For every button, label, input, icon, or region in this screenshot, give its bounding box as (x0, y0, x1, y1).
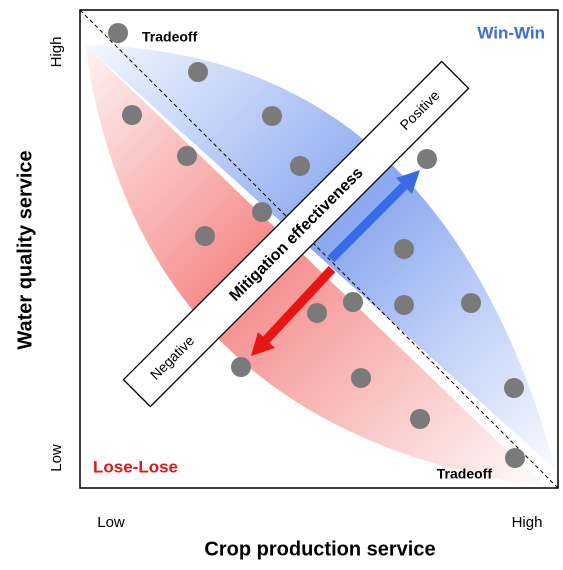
dot (188, 62, 208, 82)
positive-arrowhead (396, 170, 420, 194)
dot (195, 226, 215, 246)
plot-frame (79, 9, 559, 489)
dot (343, 292, 363, 312)
negative-arrow (262, 265, 336, 344)
dot (290, 156, 310, 176)
dot (252, 202, 272, 222)
regions (85, 45, 556, 487)
dot (410, 409, 430, 429)
tradeoff-top-label: Tradeoff (142, 29, 198, 45)
tradeoff-bottom-label: Tradeoff (437, 466, 493, 482)
dot (122, 105, 142, 125)
positive-arrow (327, 182, 408, 263)
y-axis-title: Water quality service (14, 150, 36, 349)
dot (505, 448, 525, 468)
y-low-label: Low (48, 444, 65, 472)
dot (461, 293, 481, 313)
dot (231, 357, 251, 377)
dots (108, 23, 525, 468)
dot (262, 106, 282, 126)
dot (351, 368, 371, 388)
x-low-label: Low (97, 514, 125, 531)
win-win-region (85, 45, 556, 470)
y-high-label: High (48, 37, 65, 68)
dot (417, 149, 437, 169)
dot (108, 23, 128, 43)
dot (394, 295, 414, 315)
lose-lose-label: Lose-Lose (93, 457, 178, 476)
x-high-label: High (512, 514, 543, 531)
dot (177, 146, 197, 166)
dot (307, 303, 327, 323)
arrows (251, 170, 420, 356)
negative-arrowhead (251, 332, 275, 356)
tradeoff-diagonal (79, 9, 559, 489)
dot (394, 239, 414, 259)
x-axis-title: Crop production service (204, 538, 435, 560)
dot (504, 378, 524, 398)
mitigation-frame (122, 60, 470, 408)
lose-lose-region (85, 45, 545, 487)
win-win-label: Win-Win (477, 23, 545, 42)
